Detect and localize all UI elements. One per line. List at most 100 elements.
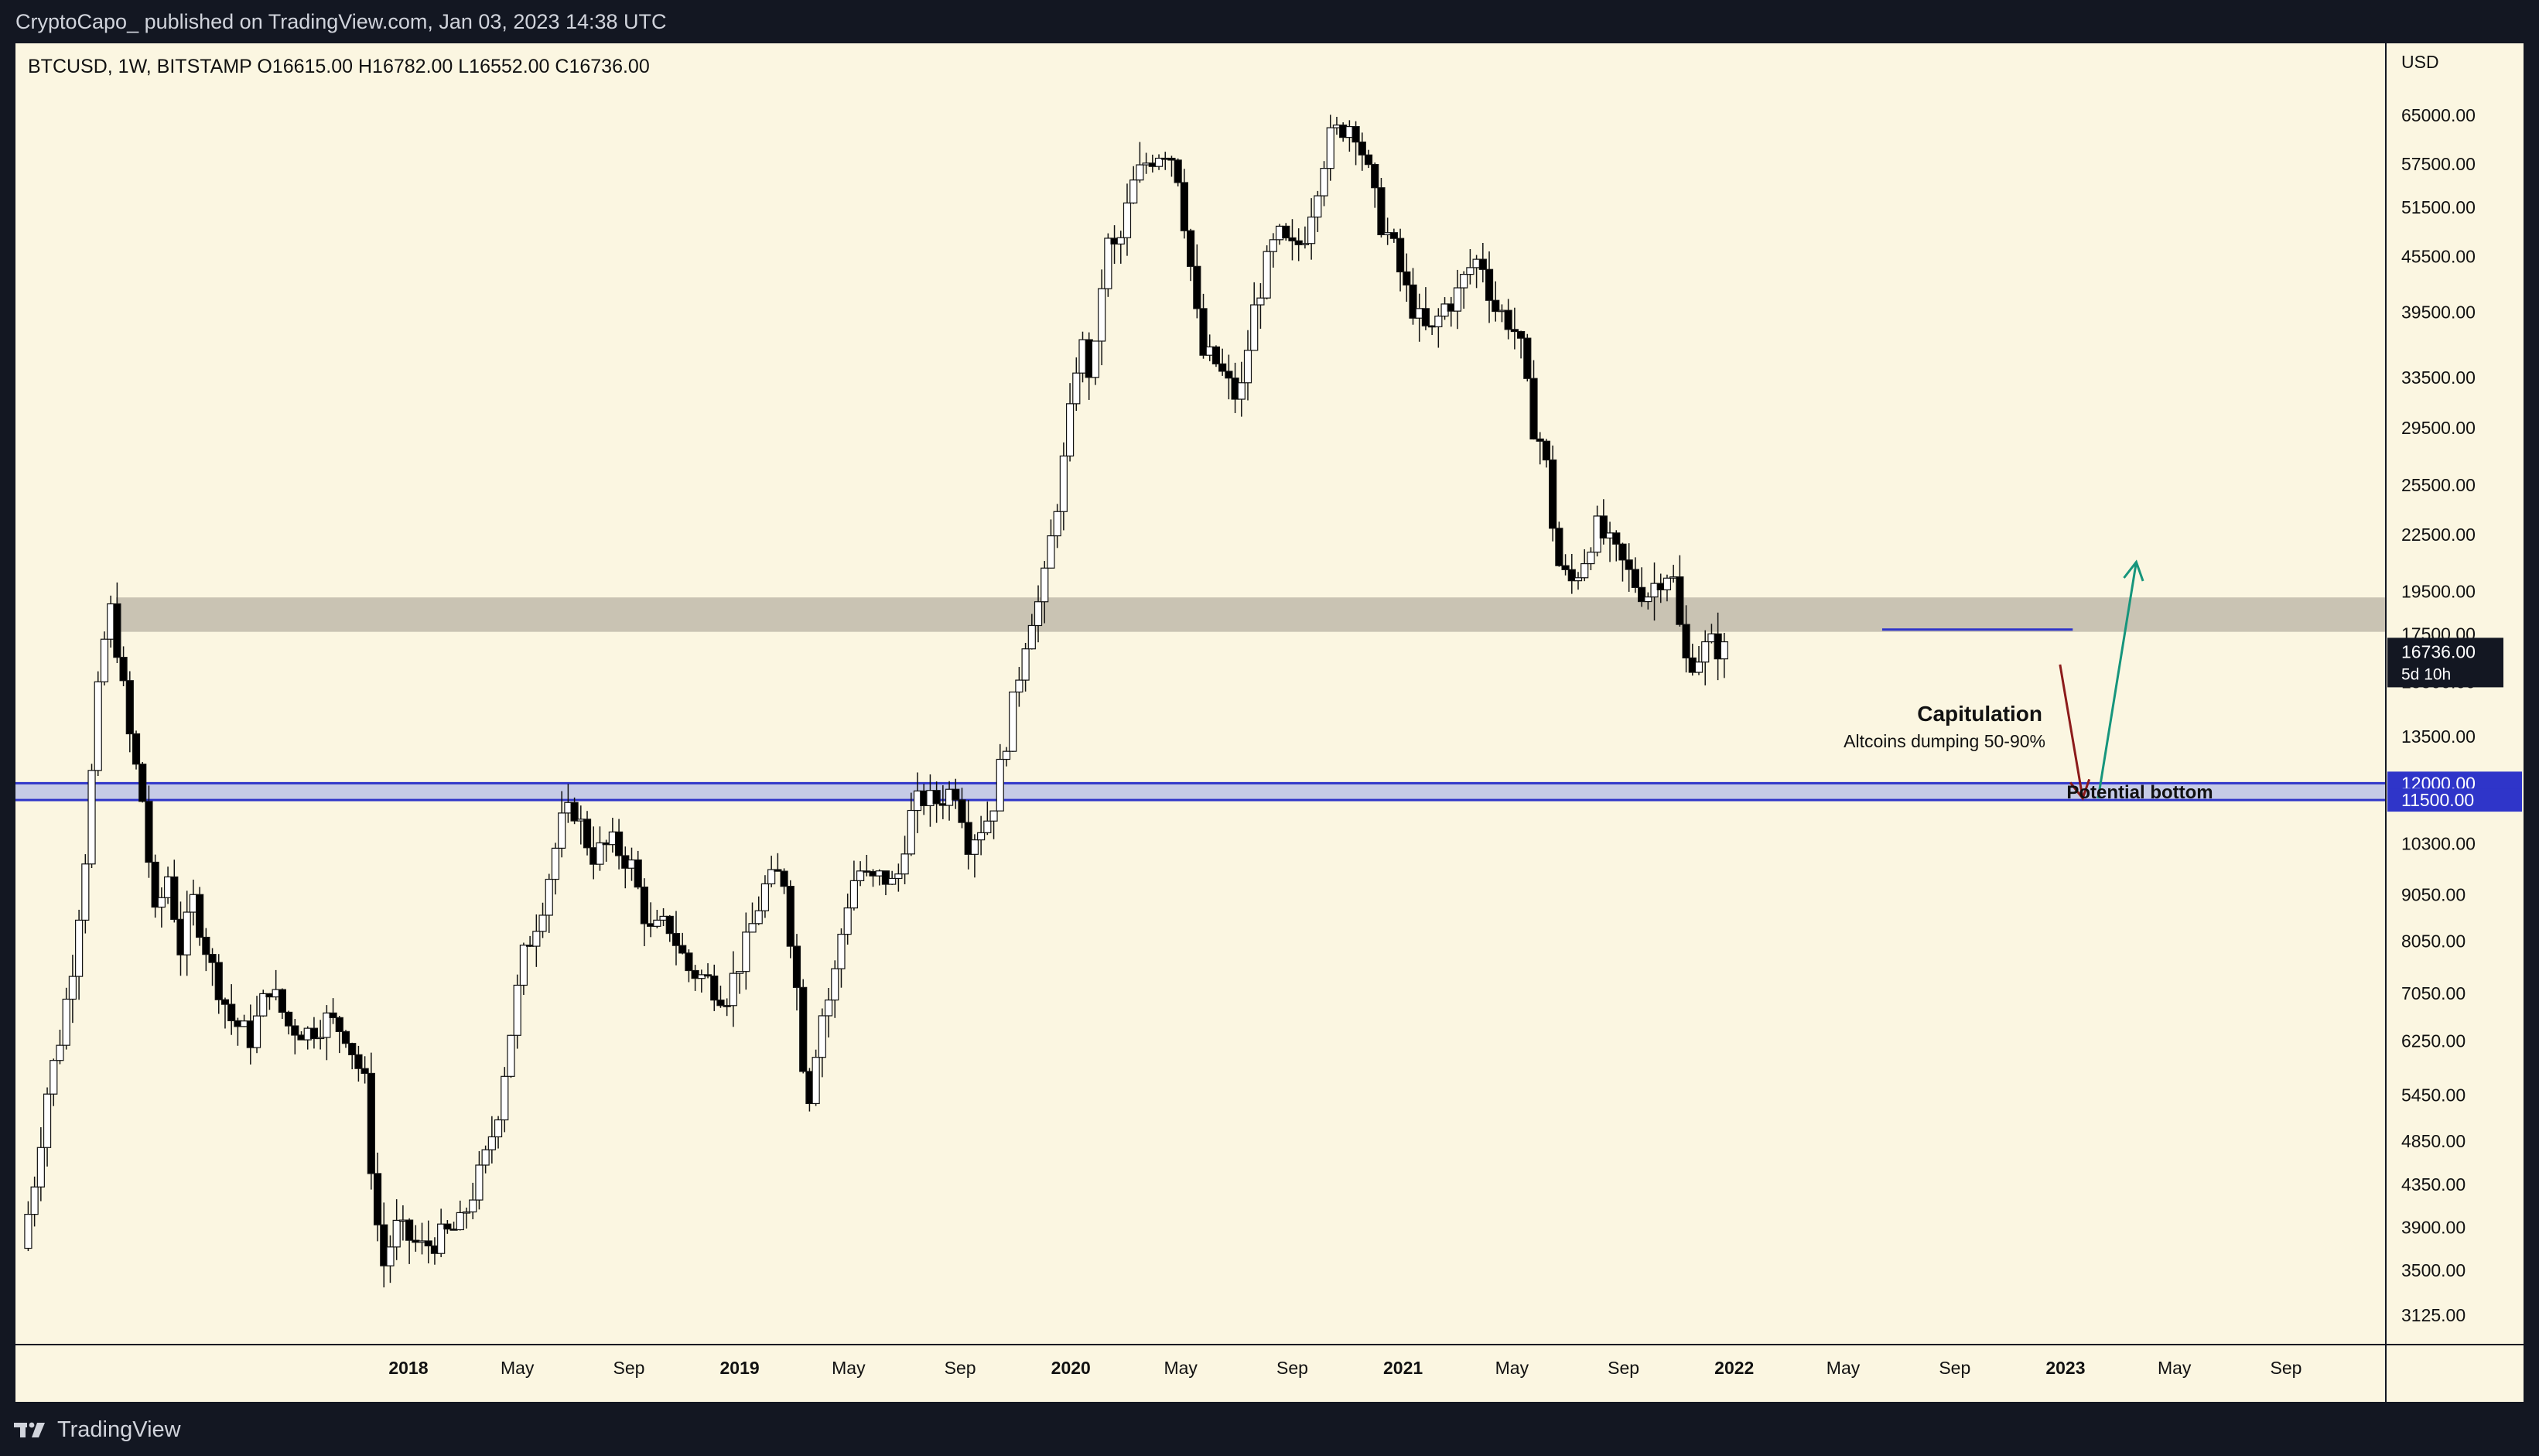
candle-body — [1300, 243, 1310, 245]
price-tick-label: 45500.00 — [2401, 246, 2476, 266]
candle-body — [361, 1068, 369, 1075]
candle-body — [754, 910, 763, 925]
candle-body — [392, 1219, 401, 1248]
candle-body — [1701, 641, 1710, 663]
potential-bottom-label: Potential bottom — [2066, 782, 2213, 803]
candle-body — [1320, 168, 1328, 197]
candle-body — [469, 1199, 477, 1213]
candle-body — [1460, 274, 1468, 289]
candle-body — [958, 799, 966, 823]
candle-body — [1638, 586, 1646, 603]
chart-panel[interactable]: Capitulation Altcoins dumping 50-90% Poten… — [15, 43, 2524, 1402]
candle-body — [1116, 237, 1125, 245]
price-tick-label: 8050.00 — [2401, 931, 2466, 951]
candle-body — [481, 1149, 490, 1166]
resistance-zone — [116, 597, 2386, 632]
candle-body — [1211, 346, 1221, 364]
candle-body — [532, 931, 541, 947]
candle-body — [1549, 459, 1557, 529]
time-tick-label: Sep — [2270, 1358, 2302, 1378]
price-chart[interactable]: Capitulation Altcoins dumping 50-90% Poten… — [15, 43, 2524, 1402]
candle-body — [1225, 371, 1233, 379]
support-zone — [15, 783, 2386, 801]
candle-body — [1256, 297, 1265, 306]
time-tick-label: 2018 — [388, 1358, 428, 1378]
candle-body — [1053, 511, 1061, 537]
candle-body — [227, 1003, 236, 1021]
candle-body — [786, 886, 795, 947]
candle-body — [145, 801, 153, 863]
candle-body — [1186, 230, 1195, 267]
zones-layer — [15, 597, 2386, 801]
candle-body — [1250, 304, 1259, 351]
candle-body — [1015, 679, 1023, 693]
price-tick-label: 22500.00 — [2401, 525, 2476, 545]
candle-body — [1523, 337, 1532, 379]
price-tick-label: 39500.00 — [2401, 302, 2476, 323]
arrow-up-head — [2123, 559, 2144, 582]
candle-body — [837, 934, 846, 969]
candle-body — [570, 801, 579, 822]
candle-body — [323, 1012, 331, 1038]
candle-body — [30, 1186, 39, 1215]
candle-body — [87, 770, 96, 865]
price-tick-label: 57500.00 — [2401, 154, 2476, 174]
candle-body — [214, 962, 223, 1000]
candle-body — [1034, 601, 1043, 627]
candle-body — [456, 1212, 464, 1231]
price-tick-label: 10300.00 — [2401, 833, 2476, 853]
time-tick-label: Sep — [1608, 1358, 1639, 1378]
candle-body — [1536, 438, 1544, 442]
candle-body — [475, 1164, 484, 1201]
candle-body — [1631, 569, 1639, 588]
candle-body — [545, 878, 553, 916]
candle-body — [202, 936, 210, 955]
candle-body — [341, 1030, 350, 1044]
price-tick-label: 6250.00 — [2401, 1031, 2466, 1051]
annotation-layer: Capitulation Altcoins dumping 50-90% Poten… — [1844, 559, 2213, 803]
candle-body — [329, 1012, 337, 1018]
price-tick-label: 3500.00 — [2401, 1260, 2466, 1280]
candle-body — [1510, 329, 1519, 333]
candle-body — [1403, 271, 1411, 285]
candle-body — [1059, 455, 1068, 512]
price-tick-label: 19500.00 — [2401, 581, 2476, 601]
price-tick-label: 3125.00 — [2401, 1305, 2466, 1325]
candle-body — [697, 974, 706, 979]
candle-body — [1485, 268, 1494, 301]
candle-body — [640, 887, 649, 925]
price-tick-label: 5450.00 — [2401, 1085, 2466, 1106]
candle-body — [970, 839, 979, 855]
candle-body — [665, 915, 674, 935]
candle-body — [437, 1223, 446, 1254]
price-tick-label: 3900.00 — [2401, 1218, 2466, 1238]
price-tick-label: 51500.00 — [2401, 197, 2476, 217]
candle-body — [1567, 569, 1576, 582]
candle-body — [1174, 159, 1182, 183]
candle-body — [1072, 372, 1081, 405]
candle-body — [1154, 157, 1164, 167]
candle-body — [1065, 403, 1075, 457]
arrow-down-shaft — [2059, 664, 2084, 799]
candle-body — [119, 657, 128, 682]
candle-body — [1002, 750, 1011, 760]
candle-body — [1180, 182, 1188, 231]
tradingview-logo[interactable]: TradingView — [14, 1417, 181, 1443]
tradingview-brand: TradingView — [57, 1417, 181, 1442]
candle-body — [900, 853, 909, 875]
candle-body — [125, 680, 134, 735]
candle-body — [132, 733, 141, 765]
candle-body — [653, 919, 661, 927]
candle-body — [1136, 164, 1144, 181]
candle-body — [818, 1015, 826, 1058]
candle-body — [1237, 382, 1246, 400]
candle-body — [742, 931, 750, 972]
candle-body — [380, 1224, 388, 1266]
candle-body — [1009, 691, 1017, 752]
candle-body — [1326, 127, 1334, 169]
candle-body — [932, 790, 941, 805]
candle-body — [1047, 535, 1055, 569]
bar-countdown-label: 5d 10h — [2401, 665, 2451, 683]
candle-body — [405, 1219, 414, 1241]
candle-body — [183, 911, 191, 955]
